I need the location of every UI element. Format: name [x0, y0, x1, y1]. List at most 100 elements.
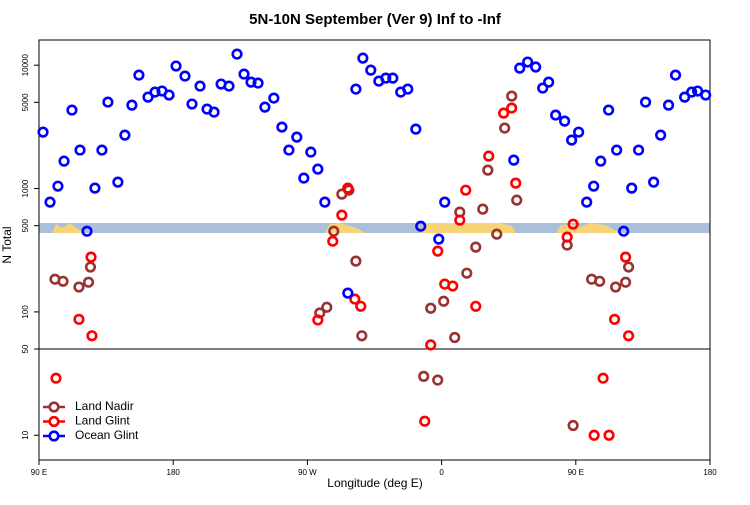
- point: [387, 72, 399, 84]
- band: [39, 223, 710, 233]
- point: [252, 77, 264, 89]
- point: [319, 196, 331, 208]
- point: [119, 129, 131, 141]
- point: [447, 280, 459, 292]
- point: [73, 281, 85, 293]
- point: [149, 86, 161, 98]
- point: [37, 126, 49, 138]
- point: [350, 255, 362, 267]
- point: [639, 96, 652, 108]
- point: [588, 429, 600, 441]
- point: [632, 144, 645, 156]
- point: [610, 281, 622, 293]
- point: [433, 233, 445, 245]
- point: [208, 106, 220, 118]
- point: [44, 196, 56, 208]
- point: [588, 180, 600, 192]
- point: [85, 251, 97, 263]
- point: [611, 144, 623, 156]
- point: [342, 182, 354, 194]
- point: [328, 225, 340, 237]
- point: [514, 62, 526, 74]
- point: [510, 177, 522, 189]
- point: [648, 176, 660, 188]
- point: [567, 419, 579, 432]
- point: [81, 225, 93, 237]
- point: [622, 261, 635, 273]
- point: [57, 275, 69, 287]
- land-band: [39, 223, 710, 233]
- point: [86, 330, 98, 342]
- point: [418, 370, 430, 382]
- point: [245, 76, 257, 88]
- legend-label: Land Glint: [75, 414, 130, 428]
- point: [349, 293, 361, 305]
- point: [498, 107, 510, 119]
- point: [561, 231, 573, 243]
- point: [522, 56, 534, 68]
- x-tick-label: 90 E: [31, 468, 47, 477]
- x-tick-label: 0: [439, 468, 444, 477]
- point: [622, 330, 635, 342]
- point: [608, 313, 621, 325]
- point: [163, 89, 175, 101]
- y-tick-label: 10000: [21, 54, 30, 77]
- point: [506, 90, 518, 102]
- plot-frame: [38, 39, 711, 461]
- legend-label: Land Nadir: [75, 399, 134, 413]
- point: [581, 196, 593, 208]
- point: [603, 429, 615, 441]
- point: [543, 76, 555, 88]
- point: [483, 150, 495, 162]
- point: [620, 251, 632, 263]
- point: [506, 102, 518, 114]
- x-tick-label: 180: [167, 468, 181, 477]
- legend-marker: [48, 401, 60, 413]
- legend-marker: [48, 430, 60, 442]
- point: [73, 313, 85, 325]
- point: [626, 182, 638, 194]
- point: [342, 287, 354, 299]
- point: [355, 300, 367, 312]
- y-tick-label: 50: [21, 344, 30, 353]
- point: [336, 209, 348, 221]
- point: [82, 276, 95, 288]
- point: [357, 52, 369, 64]
- point: [356, 330, 368, 342]
- y-axis-label: N Total: [0, 226, 14, 263]
- chart-title: 5N-10N September (Ver 9) Inf to -Inf: [249, 11, 502, 28]
- point: [620, 276, 632, 288]
- point: [133, 69, 145, 81]
- point: [686, 86, 698, 98]
- point: [259, 101, 271, 113]
- point: [179, 70, 191, 82]
- point: [655, 129, 667, 141]
- point: [461, 267, 473, 279]
- y-tick-label: 5000: [21, 93, 30, 111]
- point: [268, 92, 280, 104]
- point: [595, 155, 607, 167]
- point: [567, 218, 579, 230]
- point: [511, 194, 523, 206]
- point: [321, 301, 333, 313]
- point: [669, 69, 682, 81]
- point: [194, 80, 206, 92]
- point: [508, 154, 520, 166]
- point: [276, 121, 288, 133]
- point: [460, 184, 472, 196]
- point: [58, 155, 70, 167]
- point: [66, 104, 78, 116]
- point: [470, 300, 482, 312]
- point: [432, 245, 444, 257]
- point: [618, 225, 630, 237]
- land: [556, 223, 620, 233]
- land: [52, 223, 85, 233]
- point: [402, 83, 414, 95]
- point: [559, 115, 571, 127]
- point: [470, 241, 482, 253]
- point: [482, 164, 494, 176]
- point: [170, 60, 182, 72]
- point: [566, 134, 578, 146]
- point: [491, 228, 503, 240]
